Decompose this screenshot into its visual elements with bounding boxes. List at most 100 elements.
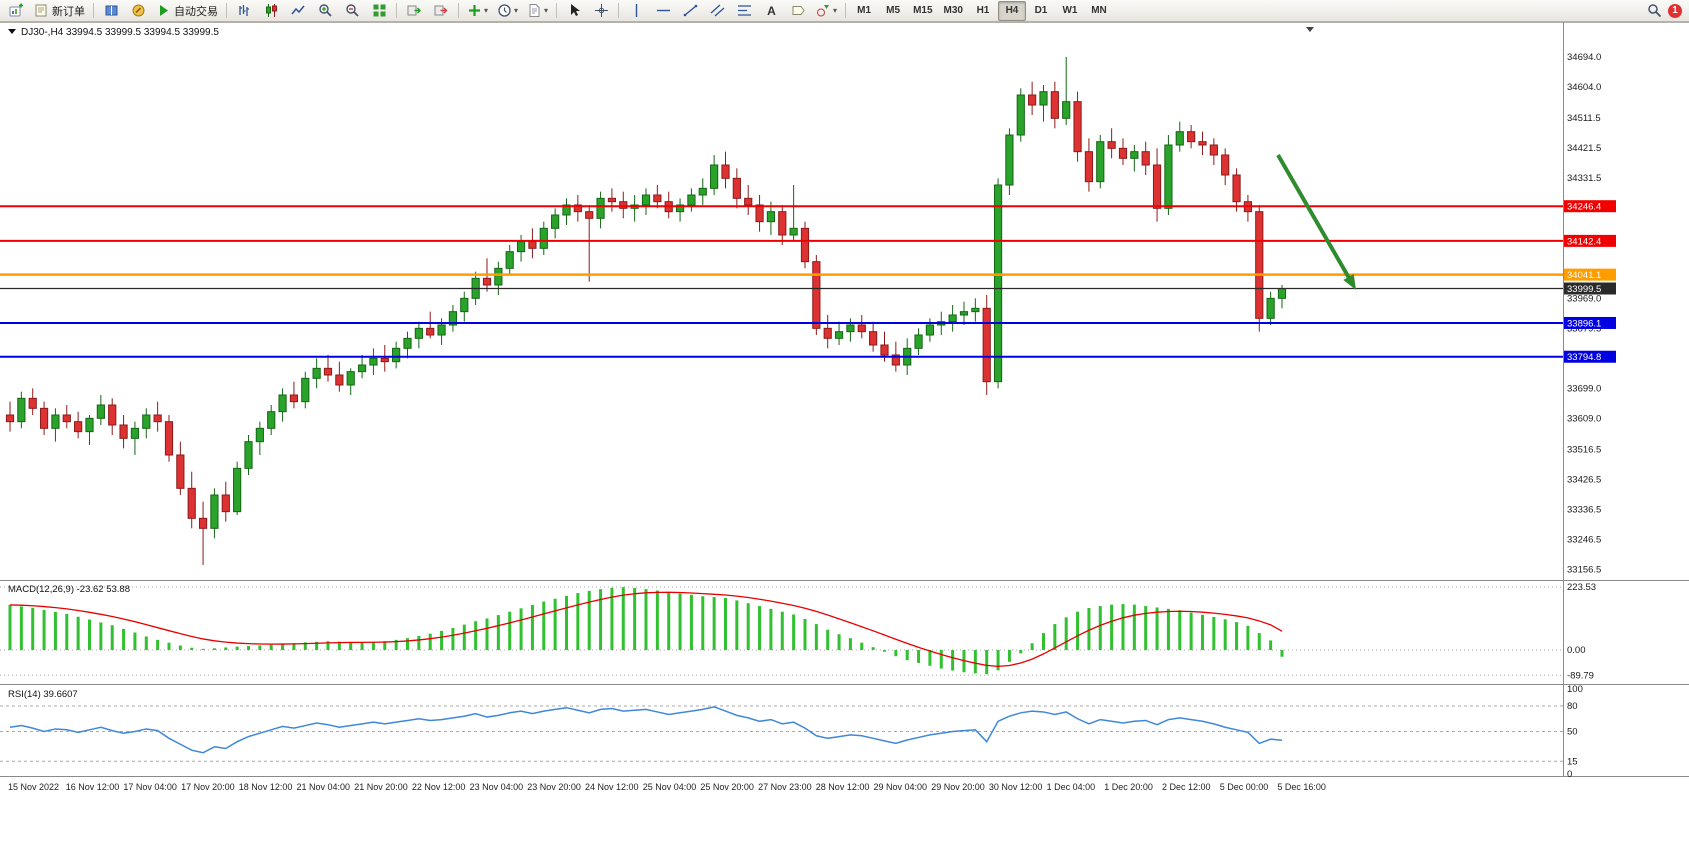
auto-scroll-button[interactable] xyxy=(401,1,427,21)
label-icon xyxy=(791,3,806,18)
toolbar-separator xyxy=(556,3,558,18)
timeframe-d1-button[interactable]: D1 xyxy=(1034,5,1048,16)
macd-bar xyxy=(201,648,205,650)
shift-icon xyxy=(434,3,449,18)
chevron-down-icon: ▾ xyxy=(514,6,519,15)
timeframe-h1-button[interactable]: H1 xyxy=(976,5,990,16)
macd-bar xyxy=(951,650,955,671)
candle xyxy=(1016,88,1025,142)
macd-bar xyxy=(564,595,568,650)
candle xyxy=(85,415,94,445)
price-badge-label: 33794.8 xyxy=(1567,352,1601,363)
bar-chart-mode-button[interactable] xyxy=(231,1,257,21)
candle xyxy=(1152,148,1162,222)
chart-shift-button[interactable] xyxy=(428,1,454,21)
new-order-button[interactable]: 新订单 xyxy=(30,1,89,21)
macd-bar xyxy=(882,650,886,652)
tile-windows-button[interactable] xyxy=(366,1,392,21)
macd-bar xyxy=(1246,625,1250,650)
candle xyxy=(357,355,367,379)
macd-bar xyxy=(587,590,591,650)
timeframe-m15-button[interactable]: M15 xyxy=(913,5,933,16)
cursor-tool-button[interactable] xyxy=(561,1,587,21)
one-click-trading-arrow[interactable] xyxy=(8,29,16,34)
timeframe-h4-button[interactable]: H4 xyxy=(997,0,1026,21)
line-chart-mode-button[interactable] xyxy=(285,1,311,21)
timeframe-mn-button[interactable]: MN xyxy=(1091,5,1107,16)
timeframe-m1-button[interactable]: M1 xyxy=(857,5,872,16)
candle xyxy=(164,415,174,462)
macd-bar xyxy=(746,603,750,650)
price-badge xyxy=(1564,234,1616,247)
fibonacci-tool-button[interactable] xyxy=(731,1,757,21)
candle xyxy=(1118,138,1128,165)
periods-button[interactable]: ▾ xyxy=(493,1,522,21)
rsi-axis-label: 80 xyxy=(1567,701,1578,712)
text-label-tool-button[interactable] xyxy=(785,1,811,21)
search-icon xyxy=(1647,3,1662,18)
trendline-tool-button[interactable] xyxy=(677,1,703,21)
macd-bar xyxy=(1189,612,1193,650)
macd-bar xyxy=(474,621,478,650)
macd-bar xyxy=(371,641,375,650)
macd-bar xyxy=(156,639,160,650)
macd-bar xyxy=(939,650,943,669)
templates-button[interactable]: ▾ xyxy=(523,1,552,21)
vline-icon xyxy=(629,3,644,18)
zoom-in-button[interactable] xyxy=(312,1,338,21)
macd-bar xyxy=(1257,633,1261,650)
candle xyxy=(516,235,526,262)
vertical-line-tool-button[interactable] xyxy=(623,1,649,21)
zoom-out-button[interactable] xyxy=(339,1,365,21)
candle xyxy=(778,205,787,245)
rsi-axis-label: 15 xyxy=(1567,756,1578,767)
candle xyxy=(1073,91,1082,162)
autotrading-button[interactable]: 自动交易 xyxy=(152,1,222,21)
macd-bar xyxy=(701,596,705,650)
macd-bar xyxy=(246,646,250,650)
chart-title: DJ30-,H4 33994.5 33999.5 33994.5 33999.5 xyxy=(21,27,219,38)
timeframe-m30-button[interactable]: M30 xyxy=(943,5,963,16)
time-axis-label: 28 Nov 12:00 xyxy=(816,782,870,792)
candle xyxy=(335,361,344,392)
candle xyxy=(17,391,26,429)
text-tool-button[interactable]: A xyxy=(758,1,784,21)
time-axis-label: 29 Nov 04:00 xyxy=(874,782,928,792)
macd-bar xyxy=(190,647,194,650)
chart-shift-marker[interactable] xyxy=(1306,27,1314,32)
candle xyxy=(1050,81,1059,129)
macd-bar xyxy=(405,638,409,650)
macd-bar xyxy=(917,650,921,663)
crosshair-tool-button[interactable] xyxy=(588,1,614,21)
macd-bar xyxy=(689,594,693,650)
search-button[interactable] xyxy=(1641,1,1667,21)
time-axis-label: 29 Nov 20:00 xyxy=(931,782,985,792)
macd-bar xyxy=(394,639,398,650)
price-badge xyxy=(1564,282,1616,295)
charts-profile-button[interactable] xyxy=(98,1,124,21)
rsi-line xyxy=(9,706,1283,754)
time-axis-label: 1 Dec 20:00 xyxy=(1104,782,1153,792)
arrows-shapes-tool-button[interactable]: ▾ xyxy=(812,1,841,21)
rsi-axis-label: 100 xyxy=(1567,684,1583,695)
candle xyxy=(233,461,242,515)
new-chart-button[interactable] xyxy=(3,1,29,21)
notification-badge[interactable]: 1 xyxy=(1668,3,1682,18)
timeframe-w1-button[interactable]: W1 xyxy=(1062,5,1078,16)
channel-tool-button[interactable] xyxy=(704,1,730,21)
rsi-axis-label: 0 xyxy=(1567,769,1572,780)
metaeditor-button[interactable] xyxy=(125,1,151,21)
chart-window[interactable]: 34694.0 34604.0 34511.5 34421.5 34331.5 33969… xyxy=(0,22,1689,860)
candle xyxy=(505,245,514,275)
horizontal-line-tool-button[interactable] xyxy=(650,1,676,21)
indicators-button[interactable]: ▾ xyxy=(463,1,492,21)
macd-bar xyxy=(224,647,228,650)
trend-arrow-annotation[interactable] xyxy=(1276,153,1356,290)
macd-bar xyxy=(349,641,353,650)
timeframe-m5-button[interactable]: M5 xyxy=(886,5,901,16)
macd-bar xyxy=(644,589,648,650)
candlestick-mode-button[interactable] xyxy=(258,1,284,21)
macd-bar xyxy=(1098,606,1102,650)
time-axis-label: 30 Nov 12:00 xyxy=(989,782,1043,792)
candle xyxy=(1187,125,1196,149)
